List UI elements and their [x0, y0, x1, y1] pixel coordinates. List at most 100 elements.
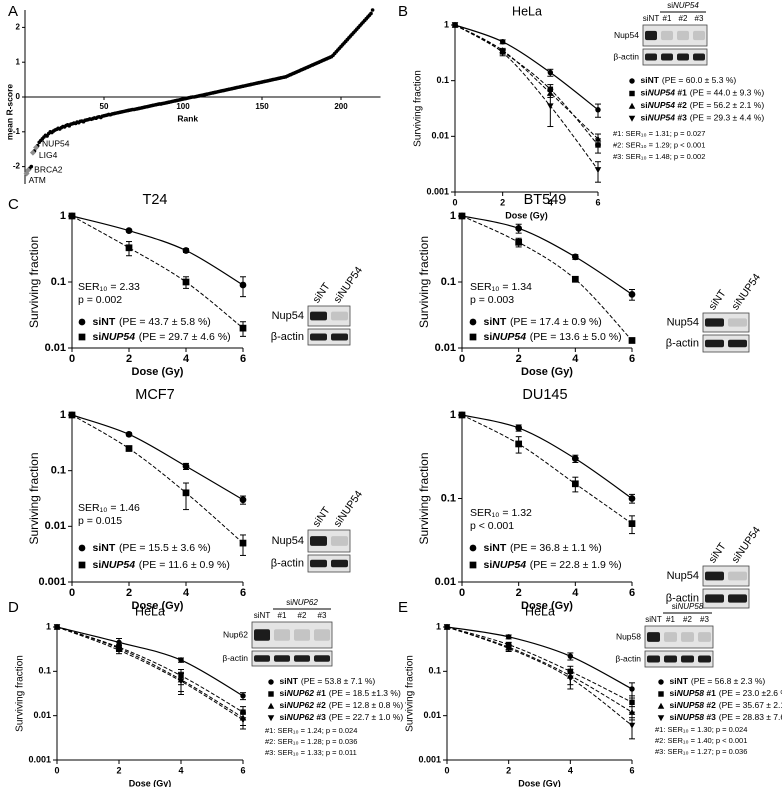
- marker: [469, 561, 477, 569]
- x-tick-label: 4: [572, 587, 579, 599]
- legend-pe: (PE = 36.8 ± 1.1 %): [510, 542, 602, 554]
- marker: [68, 212, 76, 220]
- blot-lane-label: siNT: [706, 287, 729, 312]
- x-tick-label: 2: [506, 765, 511, 775]
- y-tick-label: 0.01: [45, 342, 66, 354]
- y-axis-label: Surviving fraction: [405, 655, 416, 732]
- marker: [571, 455, 579, 463]
- x-tick-label: 0: [69, 587, 75, 599]
- y-axis-label: Surviving fraction: [27, 452, 41, 544]
- marker: [267, 702, 275, 709]
- x-tick-label: 2: [516, 587, 522, 599]
- legend-pe: (PE = 23.0 ±2.6 %): [719, 688, 782, 698]
- legend-pe: (PE = 15.5 ± 3.6 %): [119, 542, 211, 554]
- y-tick-label: 1: [450, 409, 456, 421]
- legend-pe: (PE = 12.8 ± 0.8 %): [329, 700, 404, 710]
- marker: [268, 679, 274, 685]
- blot-row-label: Nup54: [667, 316, 699, 328]
- legend-entry: siNUP54 (PE = 11.6 ± 0.9 %): [93, 559, 230, 571]
- marker: [505, 645, 512, 652]
- x-tick-label: 0: [54, 765, 59, 775]
- blot-band: [705, 339, 724, 348]
- point: [29, 164, 34, 169]
- marker: [571, 480, 579, 488]
- x-axis-label: Rank: [177, 113, 198, 123]
- marker: [567, 675, 574, 682]
- ser-text: SER₁₀ = 1.46: [78, 502, 140, 514]
- blot-band: [698, 632, 711, 642]
- blot-row-label: Nup54: [272, 310, 304, 322]
- marker: [629, 78, 635, 84]
- fit-line: [454, 24, 599, 140]
- y-tick-label: 0.1: [51, 276, 66, 288]
- blot-band: [661, 30, 673, 41]
- marker: [571, 253, 579, 261]
- gene-label: ATM: [29, 175, 46, 185]
- marker: [182, 489, 190, 497]
- marker: [115, 647, 123, 654]
- ser-text: #1: SER₁₀ = 1.24; p = 0.024: [265, 726, 357, 735]
- ser-text: #3: SER₁₀ = 1.33; p = 0.011: [265, 748, 357, 757]
- marker: [594, 135, 602, 142]
- y-axis-label: Surviving fraction: [413, 70, 424, 147]
- blot-band: [331, 311, 348, 321]
- marker: [458, 411, 466, 419]
- blot-band: [705, 318, 724, 327]
- blot-band: [331, 333, 348, 341]
- fit-line: [71, 414, 244, 544]
- y-axis-label: Surviving fraction: [15, 655, 26, 732]
- blot-band: [677, 53, 689, 61]
- legend-entry: siNT (PE = 43.7 ± 5.8 %): [93, 316, 211, 328]
- marker: [499, 49, 506, 56]
- y-tick-label: 1: [46, 621, 51, 631]
- y-tick-label: -2: [13, 162, 21, 171]
- marker: [125, 430, 133, 438]
- blot-band: [310, 333, 327, 341]
- marker: [239, 324, 247, 332]
- legend-entry: siNT (PE = 15.5 ± 3.6 %): [93, 542, 211, 554]
- marker: [53, 624, 61, 631]
- blot-band: [728, 594, 747, 603]
- marker: [629, 90, 635, 97]
- legend-entry: siNUP54 #2 (PE = 56.2 ± 2.1 %): [641, 100, 765, 110]
- marker: [68, 411, 76, 419]
- legend-entry: siNUP58 #1(PE = 23.0 ±2.6 %): [670, 688, 782, 698]
- marker: [658, 679, 664, 685]
- marker: [629, 699, 635, 706]
- marker: [23, 170, 30, 177]
- chart-title: HeLa: [135, 604, 165, 618]
- x-tick-label: 4: [183, 353, 190, 365]
- blot-band: [664, 632, 677, 642]
- marker: [182, 278, 190, 286]
- x-tick-label: 4: [568, 765, 573, 775]
- blot-band: [698, 655, 711, 663]
- error-bar: [547, 94, 554, 128]
- marker: [515, 238, 523, 246]
- panel-letter: B: [398, 3, 408, 20]
- x-tick-label: 2: [126, 353, 132, 365]
- fit-line: [56, 626, 244, 719]
- blot-box: [642, 24, 708, 47]
- fit-line: [446, 626, 633, 690]
- legend-pe: (PE = 17.4 ± 0.9 %): [510, 316, 602, 328]
- x-tick-label: 2: [116, 765, 121, 775]
- marker: [628, 115, 636, 122]
- y-tick-label: 0.1: [441, 492, 456, 504]
- marker: [469, 333, 477, 341]
- chart-title: HeLa: [525, 604, 555, 618]
- y-axis-label: Surviving fraction: [417, 236, 431, 328]
- blot-band: [294, 629, 310, 641]
- blot-band: [314, 655, 330, 662]
- x-tick-label: 2: [500, 197, 505, 207]
- y-tick-label: 0: [16, 92, 21, 101]
- blot-row-label: β-actin: [271, 331, 304, 343]
- panel-letter: A: [8, 3, 18, 20]
- marker: [628, 722, 636, 729]
- marker: [458, 212, 466, 220]
- y-tick-label: 1: [450, 210, 456, 222]
- marker: [239, 496, 247, 504]
- x-tick-label: 150: [255, 102, 269, 111]
- x-tick-label: 6: [595, 197, 600, 207]
- x-axis-label: Dose (Gy): [132, 366, 184, 378]
- ser-text: SER₁₀ = 2.33: [78, 281, 140, 293]
